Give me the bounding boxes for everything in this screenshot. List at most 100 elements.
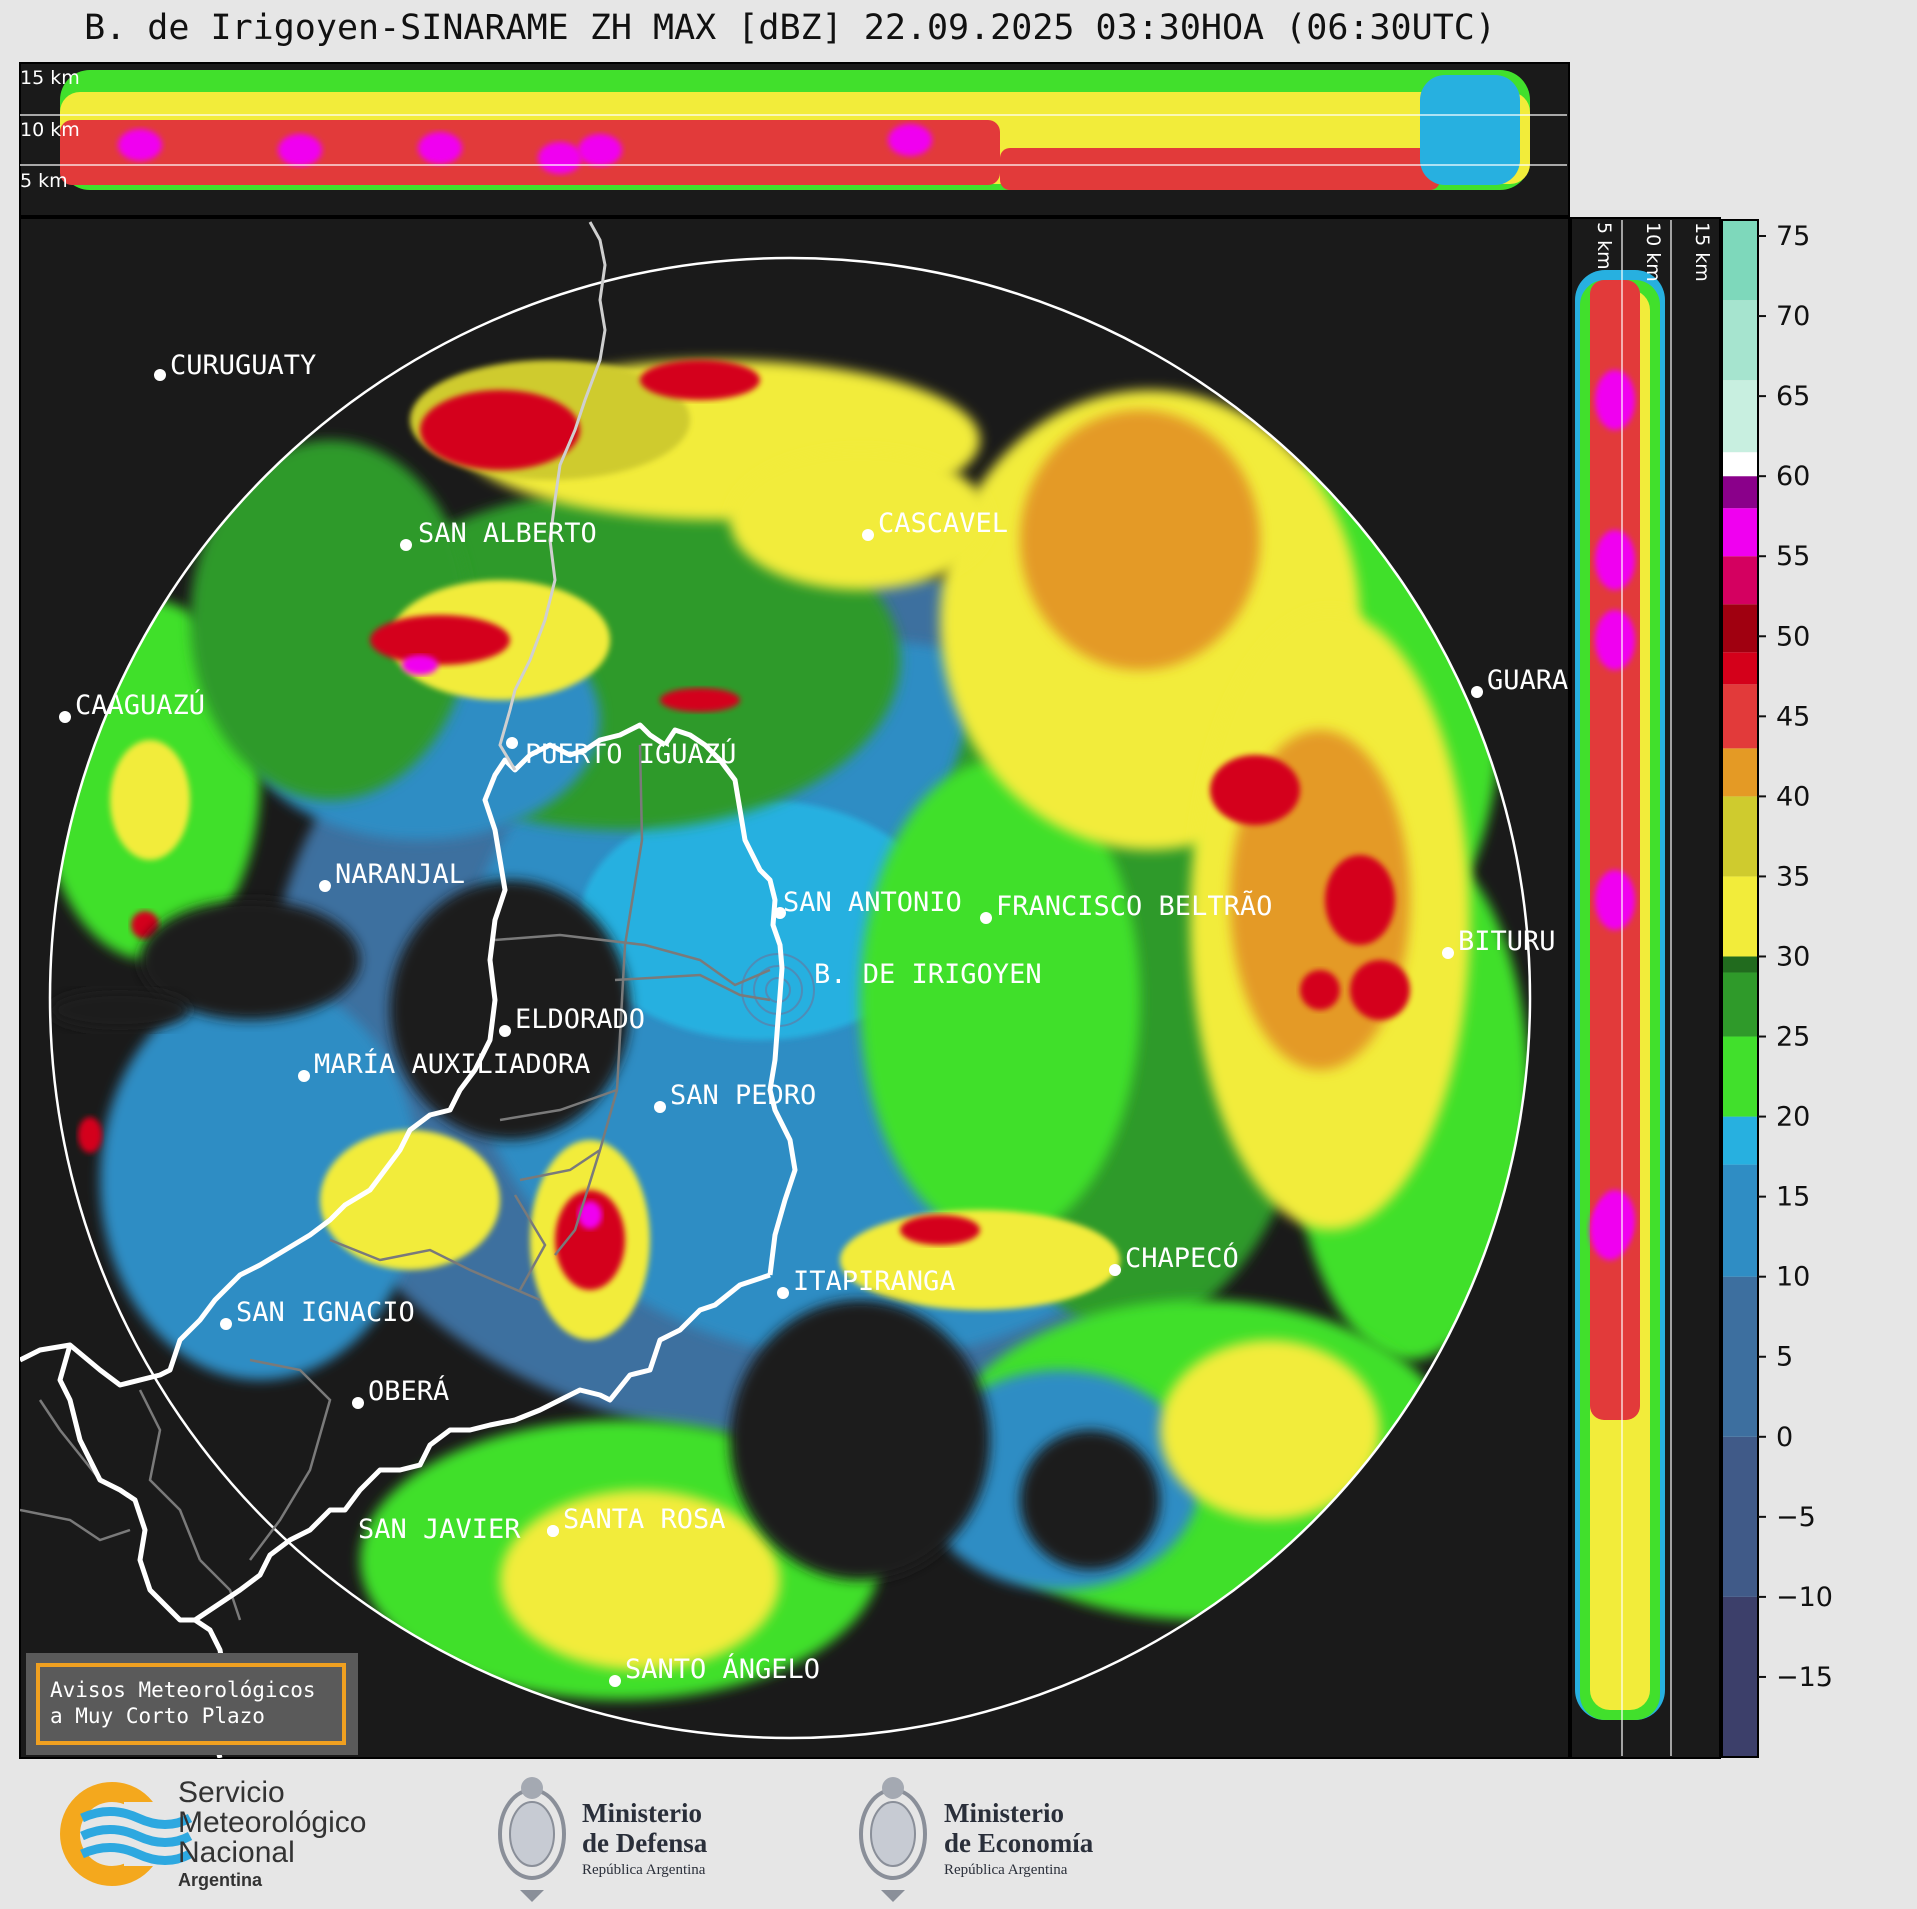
notice-line-1: Avisos Meteorológicos — [50, 1678, 316, 1702]
defensa-line-1: Ministerio — [582, 1798, 702, 1828]
top-15km-label: 15 km — [20, 67, 80, 89]
colorbar-tick-label: 25 — [1776, 1022, 1810, 1053]
defensa-line-2: de Defensa — [582, 1828, 708, 1858]
top-10km-label: 10 km — [20, 119, 80, 141]
place-label: CASCAVEL — [878, 508, 1008, 539]
profile-core — [578, 134, 622, 166]
radar-figure: 15 km 10 km 5 km — [19, 62, 1833, 1759]
top-height-profile: 15 km 10 km 5 km — [19, 62, 1570, 217]
colorbar-tick-label: 10 — [1776, 1262, 1810, 1293]
place-label: GUARA — [1487, 665, 1568, 696]
echo-void — [390, 880, 630, 1140]
profile-band — [1000, 148, 1440, 190]
defensa-line-3: República Argentina — [582, 1862, 706, 1878]
colorbar-tick-label: −5 — [1776, 1502, 1816, 1533]
smn-wave-3 — [80, 1843, 193, 1865]
colorbar-segment — [1722, 220, 1758, 301]
profile-core — [278, 134, 322, 166]
economia-line-3: República Argentina — [944, 1862, 1068, 1878]
echo-cell — [420, 390, 580, 470]
city-marker — [1442, 947, 1454, 959]
profile-core — [1595, 870, 1635, 930]
colorbar-segment — [1722, 876, 1758, 957]
city-marker — [154, 369, 166, 381]
echo-cell — [730, 450, 990, 590]
echo-cell — [131, 911, 159, 939]
echo-cell — [1160, 1340, 1380, 1520]
echo-cell — [1210, 755, 1300, 825]
city-marker — [654, 1101, 666, 1113]
colorbar-segment — [1722, 556, 1758, 605]
place-label: CURUGUATY — [170, 350, 316, 381]
city-marker — [298, 1070, 310, 1082]
profile-core — [418, 132, 462, 164]
echo-cell — [500, 1490, 780, 1670]
colorbar-tick-label: 50 — [1776, 621, 1810, 652]
coat-of-arms-icon — [498, 1777, 566, 1902]
echo-cell — [580, 800, 940, 1040]
place-label: OBERÁ — [368, 1375, 449, 1407]
echo-cell — [402, 655, 438, 675]
colorbar-tick-label: 55 — [1776, 541, 1810, 572]
side-10km-label: 10 km — [1642, 222, 1664, 282]
echo-void — [1020, 1430, 1160, 1570]
place-label: SAN IGNACIO — [236, 1297, 415, 1328]
smn-line-4: Argentina — [178, 1870, 263, 1890]
echo-cell — [900, 1215, 980, 1245]
notice-line-2: a Muy Corto Plazo — [50, 1704, 265, 1728]
colorbar-tick-label: 35 — [1776, 861, 1810, 892]
echo-void — [140, 900, 360, 1020]
colorbar-segment — [1722, 796, 1758, 877]
colorbar-tick-label: 40 — [1776, 781, 1810, 812]
colorbar-tick-label: 75 — [1776, 221, 1810, 252]
profile-core — [1595, 370, 1635, 430]
echo-cell — [100, 980, 420, 1380]
smn-line-1: Servicio — [178, 1776, 285, 1809]
coat-of-arms-icon — [859, 1777, 927, 1902]
city-marker — [777, 1287, 789, 1299]
echo-cell — [860, 760, 1140, 1240]
profile-core — [118, 129, 162, 161]
place-label: B. DE IRIGOYEN — [814, 959, 1042, 990]
place-label: SAN PEDRO — [670, 1080, 816, 1111]
chart-title: B. de Irigoyen-SINARAME ZH MAX [dBZ] 22.… — [84, 8, 1496, 48]
city-marker — [1109, 1264, 1121, 1276]
colorbar-segment — [1722, 1036, 1758, 1117]
profile-core — [1595, 530, 1635, 590]
colorbar-segment — [1722, 684, 1758, 749]
place-label: MARÍA AUXILIADORA — [314, 1048, 590, 1080]
colorbar-tick-label: 15 — [1776, 1182, 1810, 1213]
city-marker — [547, 1525, 559, 1537]
city-marker — [59, 711, 71, 723]
radar-map: CURUGUATY SAN ALBERTO CASCAVEL CAAGUAZÚ GUAR… — [19, 217, 1570, 1759]
colorbar-segment — [1722, 1164, 1758, 1277]
echo-cell — [1300, 970, 1340, 1010]
economia-line-1: Ministerio — [944, 1798, 1064, 1828]
place-label: FRANCISCO BELTRÃO — [996, 890, 1272, 922]
place-label: SAN JAVIER — [358, 1514, 521, 1545]
colorbar-tick-label: 0 — [1776, 1422, 1793, 1453]
colorbar-segment — [1722, 300, 1758, 381]
colorbar-tick-label: −15 — [1776, 1662, 1833, 1693]
echo-cell — [1325, 855, 1395, 945]
place-label: SAN ANTONIO — [783, 887, 962, 918]
colorbar-segment — [1722, 476, 1758, 509]
echo-cell — [555, 1190, 625, 1290]
echo-cell — [320, 1130, 500, 1270]
top-5km-label: 5 km — [20, 170, 68, 192]
echo-cell — [1020, 410, 1260, 670]
echo-cell — [190, 440, 470, 800]
side-5km-label: 5 km — [1593, 222, 1615, 270]
place-label: PUERTO IGUAZÚ — [525, 738, 736, 770]
place-label: ELDORADO — [515, 1004, 645, 1035]
paraguay-brazil-border — [498, 221, 607, 771]
echo-cell — [1350, 960, 1410, 1020]
city-marker — [319, 880, 331, 892]
warning-notice-box[interactable]: Avisos Meteorológicos a Muy Corto Plazo — [26, 1653, 358, 1755]
city-marker — [980, 912, 992, 924]
colorbar-tick-label: 45 — [1776, 701, 1810, 732]
place-label: CHAPECÓ — [1125, 1242, 1239, 1274]
echo-cell — [660, 688, 740, 712]
smn-line-2: Meteorológico — [178, 1806, 366, 1839]
place-label: BITURU — [1458, 926, 1556, 957]
